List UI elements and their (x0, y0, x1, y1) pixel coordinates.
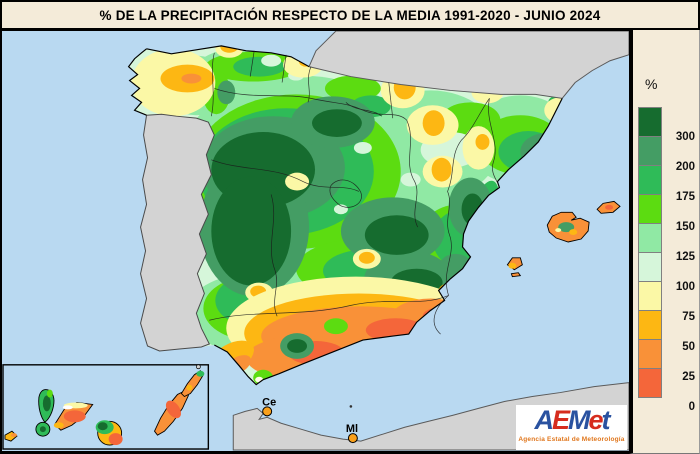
balearic-islands (506, 200, 621, 278)
legend-swatch (638, 281, 662, 311)
map-panel: Ce Ml AEMet Agencia Estatal de Meteorolo… (0, 30, 629, 454)
legend-tick-label: 100 (675, 281, 695, 293)
legend-tick-label: 300 (675, 131, 695, 143)
legend-swatch (638, 136, 662, 166)
melilla-marker: Ml (346, 423, 358, 444)
precipitation-map: Ce Ml (2, 31, 629, 451)
aemet-letter: t (601, 405, 611, 435)
region-borders (209, 50, 499, 335)
legend-tick-label: 25 (682, 371, 695, 383)
canary-inset (2, 364, 210, 450)
legend-tick-label: 150 (675, 221, 695, 233)
legend-unit-label: % (645, 76, 658, 92)
aemet-letter: M (567, 405, 590, 435)
ceuta-marker: Ce (262, 396, 276, 417)
aemet-tagline: Agencia Estatal de Meteorología (518, 436, 625, 443)
legend-color-scale (638, 107, 662, 398)
alboran-islet (349, 405, 353, 408)
legend-swatch (638, 339, 662, 369)
legend-swatch (638, 368, 662, 398)
aemet-logo: AEMet Agencia Estatal de Meteorología (516, 405, 627, 450)
legend-panel: % 300 200 175 150 125 100 75 50 25 0 (629, 30, 700, 454)
legend-swatch (638, 310, 662, 340)
france (308, 31, 629, 99)
aemet-letter: e (588, 405, 603, 435)
aemet-letter: A (534, 405, 553, 435)
legend-swatch (638, 107, 662, 137)
melilla-label: Ml (346, 423, 358, 435)
legend-tick-label: 200 (675, 161, 695, 173)
legend-tick-label: 125 (675, 251, 695, 263)
aemet-wordmark: AEMet (516, 405, 627, 436)
legend-tick-label: 75 (682, 311, 695, 323)
aemet-letter: E (551, 405, 570, 435)
legend-swatch (638, 252, 662, 282)
legend-tick-label: 0 (688, 401, 695, 413)
portugal (140, 113, 215, 352)
legend-tick-label: 50 (682, 341, 695, 353)
legend-swatch (638, 194, 662, 224)
ceuta-label: Ce (262, 396, 276, 408)
legend-swatch (638, 165, 662, 195)
legend-tick-label: 175 (675, 191, 695, 203)
page-title: % DE LA PRECIPITACIÓN RESPECTO DE LA MED… (0, 0, 700, 30)
coastline (127, 45, 563, 386)
legend-swatch (638, 223, 662, 253)
